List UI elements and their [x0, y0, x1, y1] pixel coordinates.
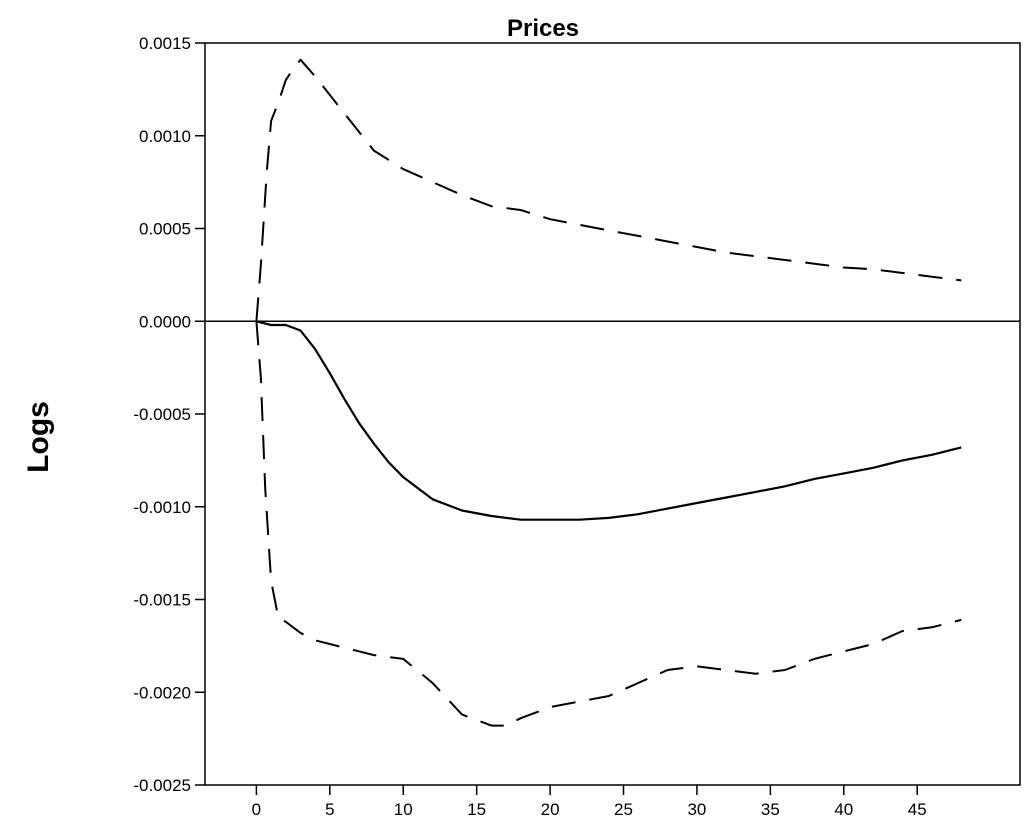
impulse-response-line	[256, 320, 962, 521]
x-tick-label: 15	[467, 800, 486, 819]
x-tick-label: 5	[325, 800, 334, 819]
x-tick-label: 30	[687, 800, 706, 819]
y-tick-label: -0.0025	[133, 776, 191, 795]
series-layer	[255, 58, 962, 727]
confidence-band-line	[255, 58, 962, 322]
x-tick-label: 35	[761, 800, 780, 819]
y-tick-label: 0.0015	[139, 34, 191, 53]
x-tick-label: 0	[252, 800, 261, 819]
y-tick-label: -0.0020	[133, 683, 191, 702]
confidence-band-line	[255, 321, 962, 727]
plot-frame	[204, 42, 1021, 786]
x-tick-label: 20	[541, 800, 560, 819]
y-tick-label: -0.0010	[133, 498, 191, 517]
x-axis: 0 5 10 15 20 25 30 35 40 45	[252, 785, 927, 819]
y-tick-label: -0.0015	[133, 591, 191, 610]
y-axis-label: Logs	[22, 401, 55, 473]
y-tick-label: 0.0010	[139, 127, 191, 146]
y-axis: 0.0015 0.0010 0.0005 0.0000 -0.0005 -0.0010 -0…	[133, 34, 205, 795]
chart-title: Prices	[507, 15, 579, 42]
x-tick-label: 40	[834, 800, 853, 819]
y-tick-label: -0.0005	[133, 405, 191, 424]
y-tick-label: 0.0000	[139, 312, 191, 331]
x-tick-label: 10	[394, 800, 413, 819]
x-tick-label: 45	[908, 800, 927, 819]
x-tick-label: 25	[614, 800, 633, 819]
y-tick-label: 0.0005	[139, 220, 191, 239]
